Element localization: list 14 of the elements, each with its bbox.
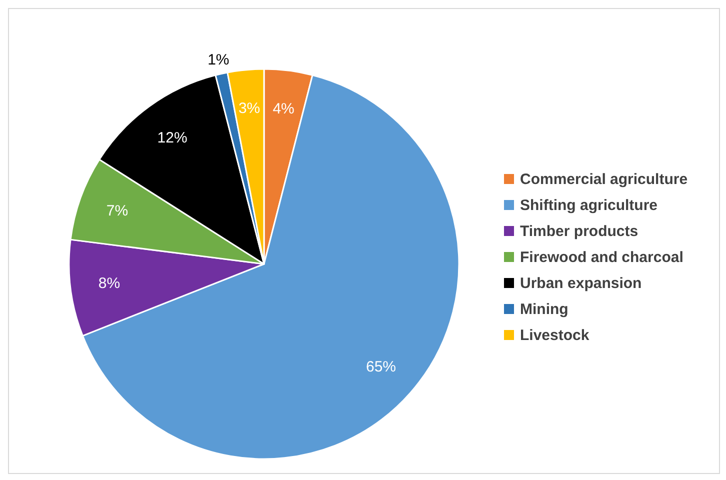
data-label: 65% xyxy=(366,358,396,376)
data-label: 12% xyxy=(157,129,188,146)
data-label: 1% xyxy=(208,52,230,69)
data-label: 7% xyxy=(106,202,128,220)
legend-label: Shifting agriculture xyxy=(520,196,658,214)
data-label: 4% xyxy=(272,100,294,118)
legend-label: Mining xyxy=(520,300,568,318)
legend-label: Commercial agriculture xyxy=(520,170,688,188)
legend-label: Timber products xyxy=(520,222,638,240)
legend-label: Firewood and charcoal xyxy=(520,248,684,266)
legend-label: Livestock xyxy=(520,326,590,344)
data-label: 8% xyxy=(98,275,120,292)
legend-label: Urban expansion xyxy=(520,274,642,292)
data-label: 3% xyxy=(238,100,260,118)
